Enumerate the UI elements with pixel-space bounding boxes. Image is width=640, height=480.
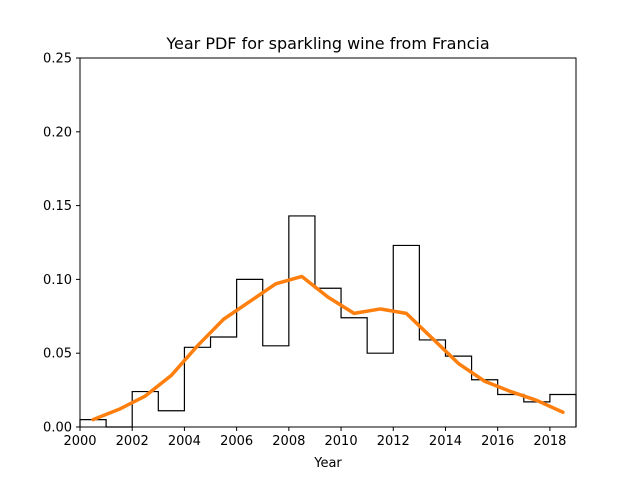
x-tick-label: 2012 [377,434,410,449]
y-tick-label: 0.00 [43,421,72,436]
plot-frame [79,57,577,428]
x-tick-label: 2006 [220,434,253,449]
histogram-bin [367,353,393,427]
y-tick-label: 0.05 [43,347,72,362]
histogram-bin [158,411,184,427]
histogram-bin [184,347,210,427]
x-tick-label: 2018 [533,434,566,449]
x-tick-label: 2014 [429,434,462,449]
y-tick-label: 0.15 [43,199,72,214]
x-tick-label: 2000 [63,434,96,449]
histogram-bin [289,216,315,427]
chart-title: Year PDF for sparkling wine from Francia [165,34,489,53]
y-axis: 0.00 0.05 0.10 0.15 0.20 0.25 [43,52,80,436]
y-tick-label: 0.10 [43,273,72,288]
x-tick-label: 2010 [325,434,358,449]
histogram-bin [472,380,498,427]
histogram [79,215,577,428]
x-tick-label: 2008 [272,434,305,449]
histogram-bin [341,318,367,427]
kde-layer [91,274,565,422]
x-tick-label: 2004 [168,434,201,449]
x-tick-label: 2002 [116,434,149,449]
y-tick-label: 0.20 [43,125,72,140]
histogram-bin [211,337,237,427]
histogram-bin [445,356,471,427]
x-axis-label: Year [313,456,342,471]
kde-line [91,274,565,422]
x-tick-label: 2016 [481,434,514,449]
x-axis: 2000 2002 2004 2006 2008 2010 2012 2014 2016 2018 [63,427,566,449]
histogram-bin [393,245,419,427]
histogram-bin [498,395,524,427]
y-tick-label: 0.25 [43,52,72,67]
histogram-bin [419,340,445,427]
histogram-bin [315,288,341,427]
histogram-bin [263,346,289,427]
